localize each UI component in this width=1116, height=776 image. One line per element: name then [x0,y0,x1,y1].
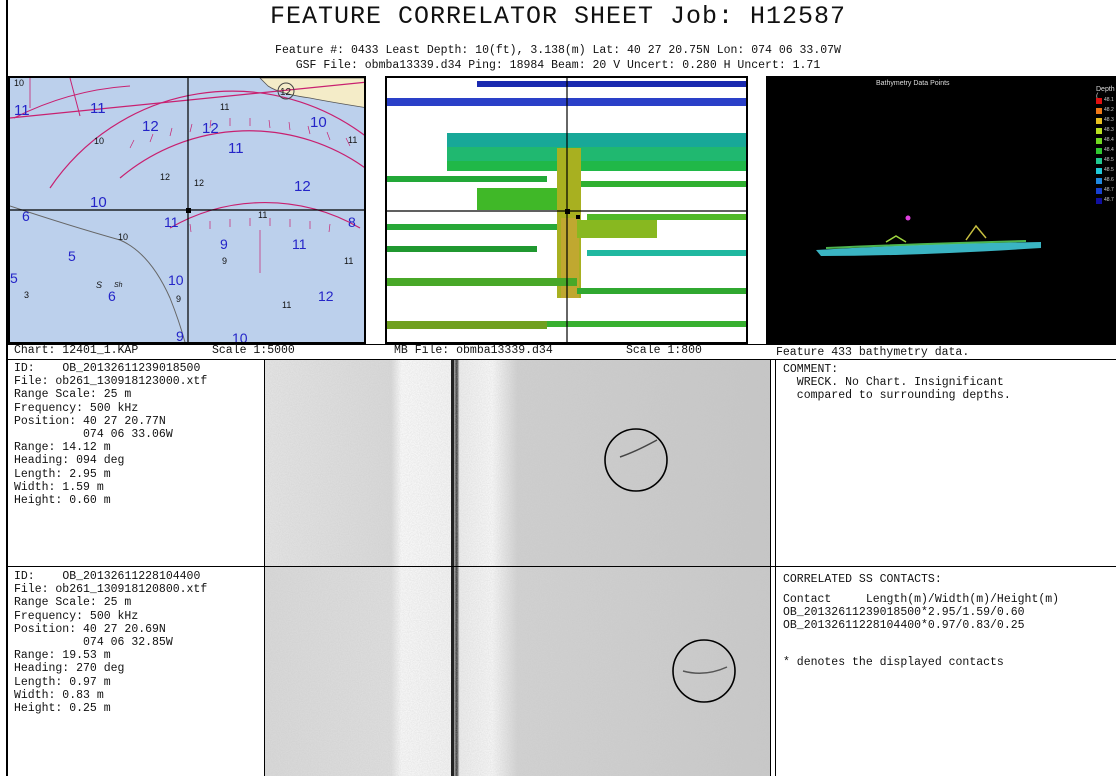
sounding: 11 [14,102,30,119]
gsf-info-line: GSF File: obmba13339.d34 Ping: 18984 Bea… [295,59,821,72]
legend-swatch [1096,148,1102,154]
sounding: 9 [176,328,184,344]
nautical-chart-image: 12 [10,78,364,342]
bottom-type-label: S [96,280,103,290]
sounding: 10 [168,272,184,288]
legend-swatch [1096,178,1102,184]
sounding: 10 [118,232,129,242]
divider [8,344,1116,345]
bathy-title: Bathymetry Data Points [876,80,950,87]
sounding: 12 [294,178,311,195]
multibeam-panel[interactable] [385,76,748,344]
sounding: 6 [22,208,30,224]
sounding: 9 [176,294,182,304]
sounding: 10 [94,136,105,146]
contact2-info: ID: OB_20132611228104400 File: ob261_130… [14,570,208,716]
legend-swatch [1096,138,1102,144]
divider [8,359,1116,360]
correlated-contacts-label: CORRELATED SS CONTACTS: [783,573,942,586]
page-title: FEATURE CORRELATOR SHEET Job: H12587 [269,2,847,31]
sounding: 11 [220,102,230,112]
chart-scale: Scale 1:5000 [212,344,295,357]
contact2-id: OB_20132611228104400 [62,570,201,583]
bathymetry-3d-panel[interactable]: Bathymetry Data Points Depth ( 48.1 48.2 4… [766,76,1116,344]
legend-label: 48.3 [1104,127,1114,133]
contact1-info: ID: OB_20132611239018500 File: ob261_130… [14,362,208,508]
sounding: 12 [194,178,205,188]
legend-label: 48.5 [1104,157,1114,163]
sounding: 11 [292,236,307,252]
bathy-caption: Feature 433 bathymetry data. [776,346,970,359]
sounding: 11 [90,100,106,117]
svg-text:12: 12 [280,87,292,98]
sidescan-image-1[interactable] [265,360,770,566]
correlated-contacts-table: Contact Length(m)/Width(m)/Height(m) OB_… [783,593,1060,633]
sounding: 3 [24,290,30,300]
table-row: OB_20132611228104400*0.97/0.83/0.25 [783,619,1025,633]
sounding: 9 [222,256,228,266]
legend-label: 48.7 [1104,197,1114,203]
sounding: 6 [108,288,116,304]
legend-label: 48.3 [1104,117,1114,123]
legend-swatch [1096,198,1102,204]
legend-label: 48.4 [1104,137,1114,143]
legend-swatch [1096,108,1102,114]
legend-swatch [1096,128,1102,134]
sounding: 10 [310,114,327,131]
legend-label: 48.7 [1104,187,1114,193]
comment-box: COMMENT: WRECK. No Chart. Insignificant … [783,363,1011,403]
sounding: 8 [348,214,356,230]
nautical-chart-panel[interactable]: 12 10 11 11 12 12 10 11 11 10 12 11 12 1… [8,76,366,344]
chart-caption: Chart: 12401_1.KAP [14,344,139,357]
divider [770,359,771,776]
sounding: 11 [258,210,268,220]
sounding: 12 [318,288,334,304]
divider [8,566,1116,567]
sounding: 5 [10,270,18,286]
sounding: 10 [90,194,107,211]
legend-label: 48.6 [1104,177,1114,183]
sounding: 9 [220,236,228,252]
legend-label: 48.5 [1104,167,1114,173]
sheet-frame [6,0,1116,776]
mb-scale: Scale 1:800 [626,344,702,357]
sounding: 11 [282,300,292,310]
sounding: 12 [160,172,171,182]
table-row: OB_20132611239018500*2.95/1.59/0.60 [783,606,1025,620]
sounding: 12 [142,118,159,135]
point-cloud [816,215,1041,256]
legend-swatch [1096,168,1102,174]
sounding: 11 [348,135,358,145]
contact1-id: OB_20132611239018500 [62,362,201,375]
legend-swatch [1096,188,1102,194]
legend-label: 48.1 [1104,97,1114,103]
legend-swatch [1096,98,1102,104]
sounding: 10 [14,78,25,88]
feature-info-line: Feature #: 0433 Least Depth: 10(ft), 3.1… [275,44,841,57]
legend-title: Depth ( [1096,86,1115,100]
multibeam-swath-image [387,78,746,342]
sounding: 11 [164,214,179,230]
legend-swatch [1096,158,1102,164]
sounding: 12 [202,120,219,137]
sounding: 11 [228,140,244,157]
mb-caption: MB File: obmba13339.d34 [394,344,553,357]
divider [775,359,776,776]
bottom-type-label: Sh [114,282,123,289]
legend-label: 48.2 [1104,107,1114,113]
legend-swatch [1096,118,1102,124]
sounding: 10 [232,330,248,344]
legend-label: 48.4 [1104,147,1114,153]
correlated-note: * denotes the displayed contacts [783,656,1004,669]
divider [264,359,265,776]
sidescan-image-2[interactable] [265,567,770,776]
sounding: 5 [68,248,76,264]
sounding: 11 [344,256,354,266]
